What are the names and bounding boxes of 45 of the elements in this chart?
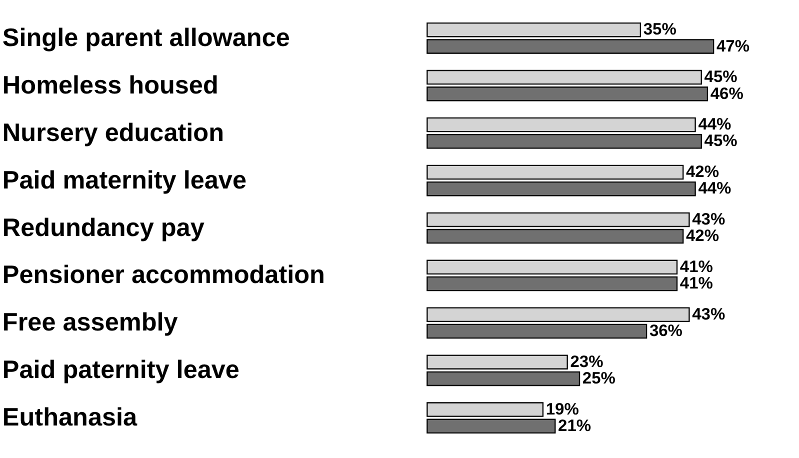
bar	[426, 354, 568, 370]
data-label: 36%	[649, 322, 683, 340]
bar	[426, 276, 678, 292]
data-label: 42%	[686, 163, 720, 182]
data-label: 47%	[716, 37, 750, 56]
data-label: 45%	[704, 132, 738, 150]
bar	[426, 371, 580, 386]
data-label: 42%	[686, 227, 720, 246]
data-label: 43%	[692, 210, 726, 229]
data-label: 41%	[680, 258, 714, 276]
bar	[426, 22, 642, 38]
data-label: 41%	[680, 274, 714, 293]
y-tick-label: Paid maternity leave	[2, 166, 246, 194]
bar	[426, 307, 690, 322]
y-tick-label: Single parent allowance	[2, 24, 290, 52]
data-label: 44%	[698, 116, 732, 134]
bar	[426, 117, 696, 132]
y-tick-label: Nursery education	[2, 118, 224, 147]
bar	[426, 260, 678, 275]
bar	[426, 164, 684, 180]
bar	[426, 402, 544, 417]
y-tick-label: Redundancy pay	[2, 214, 204, 242]
bar	[426, 181, 696, 196]
y-tick-label: Paid paternity leave	[2, 356, 240, 384]
bar	[426, 70, 702, 85]
bar	[426, 212, 690, 228]
data-label: 45%	[704, 68, 738, 86]
bar	[426, 86, 708, 102]
bar	[426, 324, 648, 339]
bar	[426, 228, 684, 244]
data-label: 21%	[558, 417, 592, 436]
data-label: 44%	[698, 180, 732, 198]
data-label: 35%	[643, 20, 677, 39]
y-tick-label: Euthanasia	[2, 404, 138, 432]
bar	[426, 39, 714, 54]
y-tick-label: Free assembly	[2, 308, 178, 337]
data-label: 19%	[546, 400, 580, 418]
y-tick-label: Pensioner accommodation	[2, 261, 325, 290]
y-tick-label: Homeless housed	[2, 71, 218, 100]
bar	[426, 418, 556, 434]
data-label: 23%	[570, 352, 604, 371]
data-label: 43%	[692, 305, 726, 324]
data-label: 25%	[582, 370, 616, 388]
data-label: 46%	[710, 84, 744, 103]
bar	[426, 134, 702, 149]
